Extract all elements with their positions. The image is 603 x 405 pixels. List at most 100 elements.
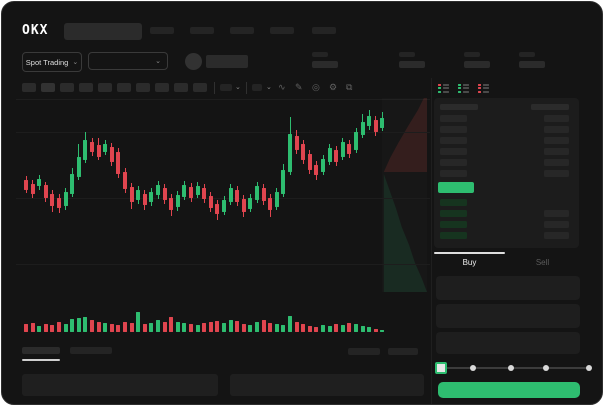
fullscreen-icon[interactable]: ⧉ [346,82,353,92]
orderbook-bid-row[interactable] [440,199,467,206]
orderbook-bid-amount [544,210,569,217]
volume-bar [169,317,174,332]
toolbar-block[interactable] [136,83,150,92]
stat-value-placeholder [312,61,338,68]
bottom-panel-right [230,374,424,396]
chevron-down-icon[interactable]: ⌄ [266,84,272,91]
orderbook-ask-amount [544,115,569,122]
orderbook-bid-row[interactable] [440,210,467,217]
coin-avatar [185,53,202,70]
volume-bar [182,323,187,332]
okx-logo: OKX [22,23,49,38]
bottom-tab-active[interactable] [22,347,60,354]
orderbook-ask-row[interactable] [440,148,467,155]
bottom-tab[interactable] [70,347,112,354]
market-type-label: Spot Trading [25,57,69,67]
orderbook-ask-row[interactable] [440,170,467,177]
volume-bar [83,317,88,332]
buy-submit-button[interactable] [438,382,580,398]
wave-line-tool-icon[interactable]: ∿ [278,82,286,92]
candle [189,187,193,198]
candle [63,192,68,206]
orderbook-ask-row[interactable] [440,137,467,144]
volume-bar [268,323,273,332]
gridline [16,132,430,133]
toolbar-block[interactable] [79,83,93,92]
candle [208,196,213,208]
nav-item[interactable] [150,27,174,34]
orderbook-ask-amount [544,137,569,144]
buy-tab-indicator [434,252,505,254]
depth-overlay [382,98,427,292]
candle [156,185,160,195]
slider-stop-dot[interactable] [543,365,549,371]
candle [314,165,319,175]
slider-stop-dot[interactable] [470,365,476,371]
toolbar-block[interactable] [41,83,55,92]
toolbar-block[interactable] [174,83,188,92]
volume-bar [301,324,306,332]
orderbook-ask-row[interactable] [440,115,467,122]
chart-settings-icon[interactable]: ⚙ [329,82,338,92]
camera-snapshot-icon[interactable]: ◎ [312,82,320,92]
candle [367,116,372,126]
toolbar-block[interactable] [155,83,169,92]
nav-item[interactable] [190,27,214,34]
volume-bar [360,326,365,332]
orderbook-bid-amount [544,232,569,239]
candle [37,179,42,186]
toolbar-divider [214,82,215,94]
toolbar-block[interactable] [22,83,36,92]
search-input[interactable] [64,23,142,40]
toolbar-block[interactable] [98,83,112,92]
volume-bar [347,323,352,332]
active-tab-underline [22,359,60,361]
stat-value-placeholder [519,61,545,68]
volume-bar [175,322,180,332]
volume-bar [149,323,154,332]
nav-item[interactable] [230,27,254,34]
orderbook-view-both-icon[interactable] [438,82,451,94]
slider-stop-dot[interactable] [586,365,592,371]
candlestick-chart[interactable] [16,98,430,298]
orderbook-bid-row[interactable] [440,232,467,239]
last-price-bar[interactable] [438,182,474,193]
toolbar-block[interactable] [193,83,207,92]
orderbook-ask-row[interactable] [440,126,467,133]
stat-label-placeholder [399,52,415,57]
volume-bar [321,325,325,332]
stat-label-placeholder [312,52,328,57]
orderbook-header-amount [531,104,569,110]
orderbook-view-asks-icon[interactable] [478,82,491,94]
toolbar-block[interactable] [117,83,131,92]
orderbook-view-bids-icon[interactable] [458,82,471,94]
depth-asks-area [383,98,427,172]
volume-bar [274,324,279,332]
bottom-action-placeholder[interactable] [348,348,380,355]
order-total-input[interactable] [436,332,580,354]
sell-tab[interactable]: Sell [535,257,550,267]
pair-selector-dropdown[interactable]: ⌄ [88,52,168,70]
chevron-down-icon[interactable]: ⌄ [235,84,241,91]
buy-tab[interactable]: Buy [462,257,477,267]
volume-bar [57,322,61,332]
chart-type-dropdown[interactable] [252,84,262,91]
volume-bar [162,322,167,332]
interval-dropdown[interactable] [220,84,232,91]
candle [340,142,345,157]
orderbook-bid-row[interactable] [440,221,467,228]
draw-tool-icon[interactable]: ✎ [295,82,303,92]
toolbar-block[interactable] [60,83,74,92]
nav-item[interactable] [270,27,294,34]
volume-bar [70,319,75,332]
volume-bar [228,320,233,332]
orderbook-ask-row[interactable] [440,159,467,166]
slider-stop-dot[interactable] [508,365,514,371]
bottom-action-placeholder[interactable] [388,348,418,355]
nav-item[interactable] [312,27,336,34]
order-amount-input[interactable] [436,304,580,328]
slider-handle[interactable] [435,362,447,374]
order-price-input[interactable] [436,276,580,300]
market-type-dropdown[interactable]: Spot Trading ⌄ [22,52,82,72]
